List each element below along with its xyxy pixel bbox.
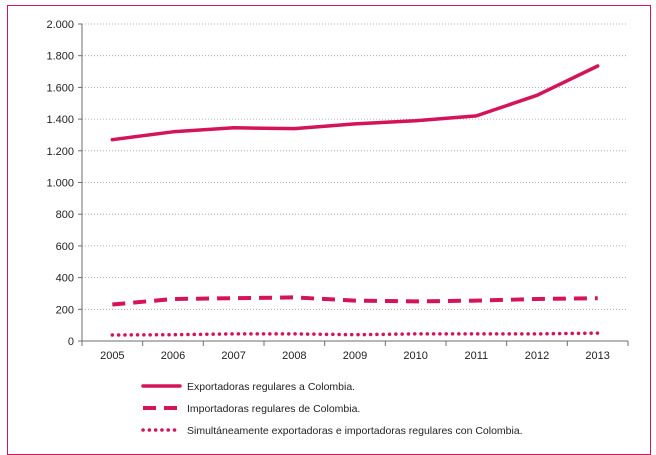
legend: Exportadoras regulares a Colombia. Import… bbox=[141, 381, 523, 436]
legend-label-1: Exportadoras regulares a Colombia. bbox=[187, 381, 355, 393]
x-axis-ticks: 2005 2006 2007 2008 2009 2010 2011 2012 2013 bbox=[81, 341, 629, 362]
series-line-3 bbox=[110, 331, 600, 337]
y-tick-label: 600 bbox=[56, 241, 74, 253]
x-tick-label: 2006 bbox=[161, 350, 185, 362]
series-line-1 bbox=[110, 64, 600, 142]
x-tick-label: 2007 bbox=[221, 350, 245, 362]
x-tick-label: 2010 bbox=[403, 350, 427, 362]
y-axis-ticks: 0 200 400 600 800 1.000 1.200 1.400 1.600 1.800 2.… bbox=[46, 19, 82, 348]
gridlines bbox=[82, 23, 628, 310]
x-tick-label: 2009 bbox=[343, 350, 367, 362]
series-lines bbox=[110, 64, 600, 337]
x-tick-label: 2005 bbox=[100, 350, 124, 362]
x-tick-label: 2012 bbox=[525, 350, 549, 362]
y-tick-label: 1.600 bbox=[46, 82, 74, 94]
y-tick-label: 1.200 bbox=[46, 146, 74, 158]
y-tick-label: 0 bbox=[68, 336, 74, 348]
y-tick-label: 2.000 bbox=[46, 19, 74, 31]
y-tick-label: 1.800 bbox=[46, 51, 74, 63]
y-tick-label: 1.400 bbox=[46, 114, 74, 126]
legend-label-2: Importadoras regulares de Colombia. bbox=[187, 403, 360, 415]
y-tick-label: 800 bbox=[56, 209, 74, 221]
legend-label-3: Simultáneamente exportadoras e importado… bbox=[187, 425, 523, 436]
y-tick-label: 200 bbox=[56, 304, 74, 316]
x-tick-label: 2008 bbox=[282, 350, 306, 362]
line-chart: 0 200 400 600 800 1.000 1.200 1.400 1.600 1.800 2.… bbox=[46, 19, 629, 436]
series-line-2 bbox=[112, 295, 598, 307]
x-tick-label: 2013 bbox=[585, 350, 609, 362]
y-tick-label: 400 bbox=[56, 273, 74, 285]
x-tick-label: 2011 bbox=[465, 350, 489, 362]
y-tick-label: 1.000 bbox=[46, 178, 74, 190]
